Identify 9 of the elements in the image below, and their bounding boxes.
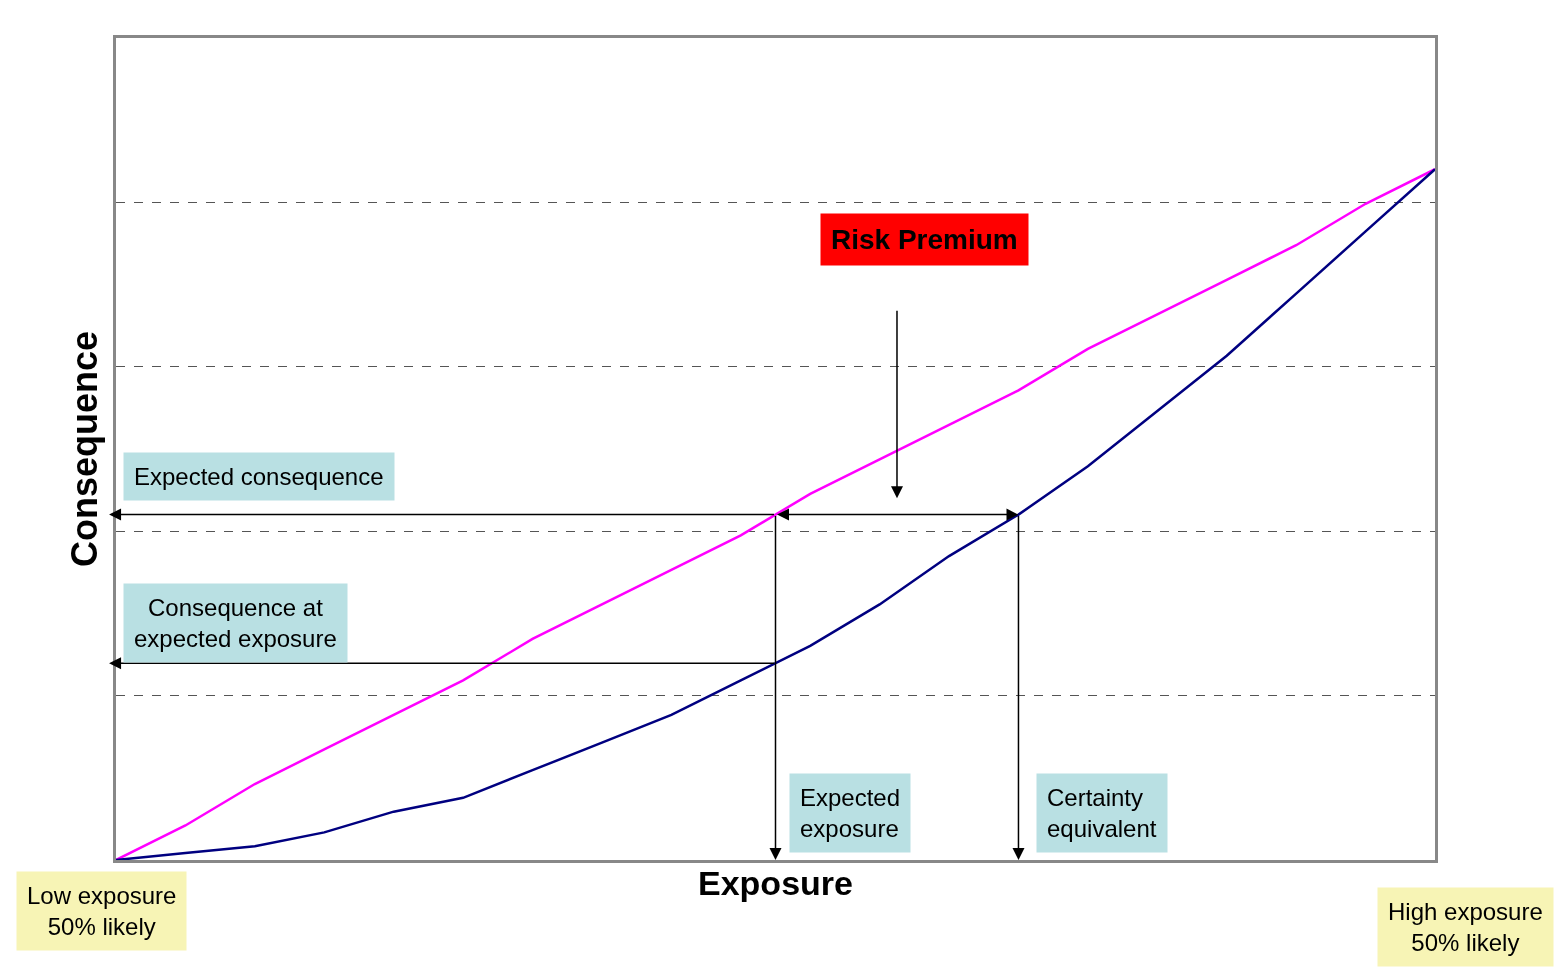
annotation: Certainty equivalent xyxy=(1047,784,1157,843)
annotation: Expected exposure xyxy=(800,784,901,843)
x-axis-title: Exposure xyxy=(698,864,853,903)
text: High exposure 50% likely xyxy=(1388,898,1543,957)
annotation: Consequence at expected exposure xyxy=(134,594,337,653)
text: Low exposure 50% likely xyxy=(27,882,177,941)
annotation: Risk Premium xyxy=(831,224,1018,255)
y-axis-title: Consequence xyxy=(63,330,105,568)
annotation: Expected consequence xyxy=(134,463,384,490)
